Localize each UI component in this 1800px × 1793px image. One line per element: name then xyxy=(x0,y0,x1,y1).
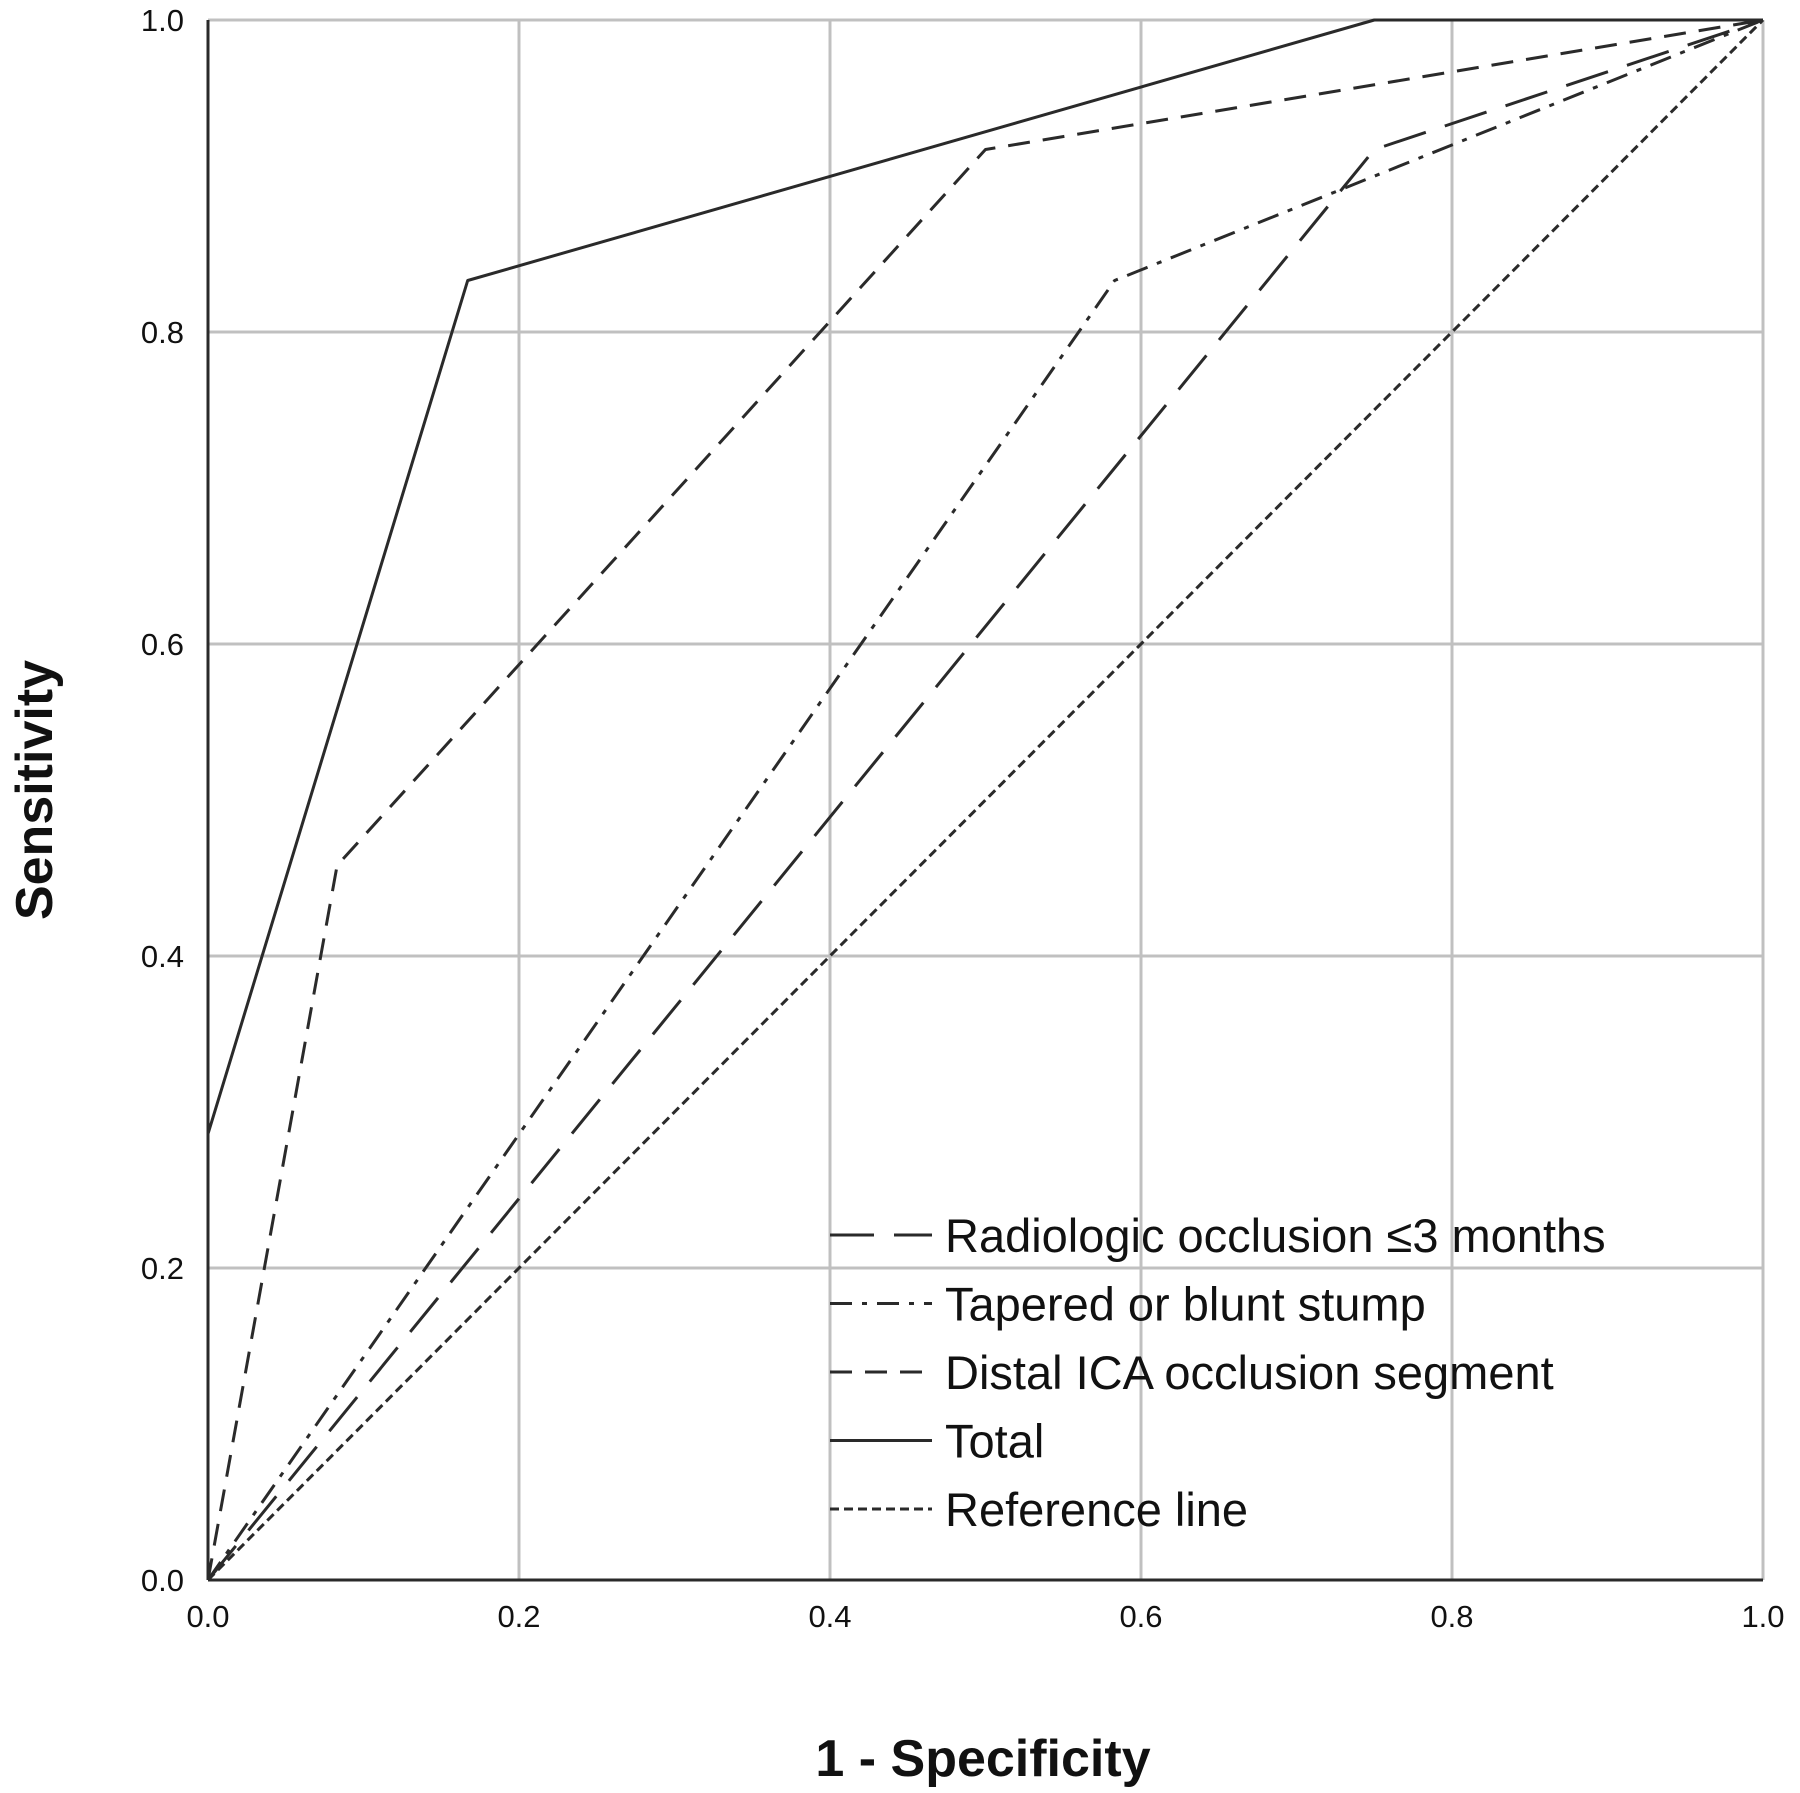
legend-label: Radiologic occlusion ≤3 months xyxy=(945,1209,1606,1262)
legend-label: Total xyxy=(945,1415,1044,1468)
legend-label: Reference line xyxy=(945,1483,1248,1536)
series-line-radiologic-occlusion-3-months xyxy=(206,18,1764,1581)
y-tick-label: 1.0 xyxy=(141,3,184,38)
x-tick-label: 0.4 xyxy=(808,1599,851,1634)
legend-label: Tapered or blunt stump xyxy=(945,1278,1426,1331)
series-line-tapered-or-blunt-stump xyxy=(206,18,1764,1581)
x-tick-label: 0.2 xyxy=(497,1599,540,1634)
legend-label: Distal ICA occlusion segment xyxy=(945,1346,1554,1399)
y-tick-label: 0.6 xyxy=(141,627,184,662)
series-layer xyxy=(206,18,1765,1582)
y-tick-label: 0.4 xyxy=(141,939,184,974)
y-axis-label: Sensitivity xyxy=(6,660,64,920)
x-tick-label: 0.0 xyxy=(186,1599,229,1634)
series-line-reference-line xyxy=(206,18,1765,1582)
x-tick-label: 0.6 xyxy=(1119,1599,1162,1634)
x-axis-label: 1 - Specificity xyxy=(815,1730,1150,1788)
y-tick-label: 0.0 xyxy=(141,1563,184,1598)
series-line-total xyxy=(206,18,1763,1580)
series-line-distal-ica-occlusion-segment xyxy=(206,18,1764,1581)
x-tick-label: 0.8 xyxy=(1430,1599,1473,1634)
x-tick-label: 1.0 xyxy=(1741,1599,1784,1634)
y-tick-label: 0.2 xyxy=(141,1251,184,1286)
legend: Radiologic occlusion ≤3 months Tapered or… xyxy=(830,1209,1606,1536)
grid-layer xyxy=(206,18,1765,1582)
y-tick-label: 0.8 xyxy=(141,315,184,350)
tick-labels: 0.0 0.2 0.4 0.6 0.8 1.0 0.0 0.2 0.4 0.6 0.8 1.0 xyxy=(141,3,1785,1634)
